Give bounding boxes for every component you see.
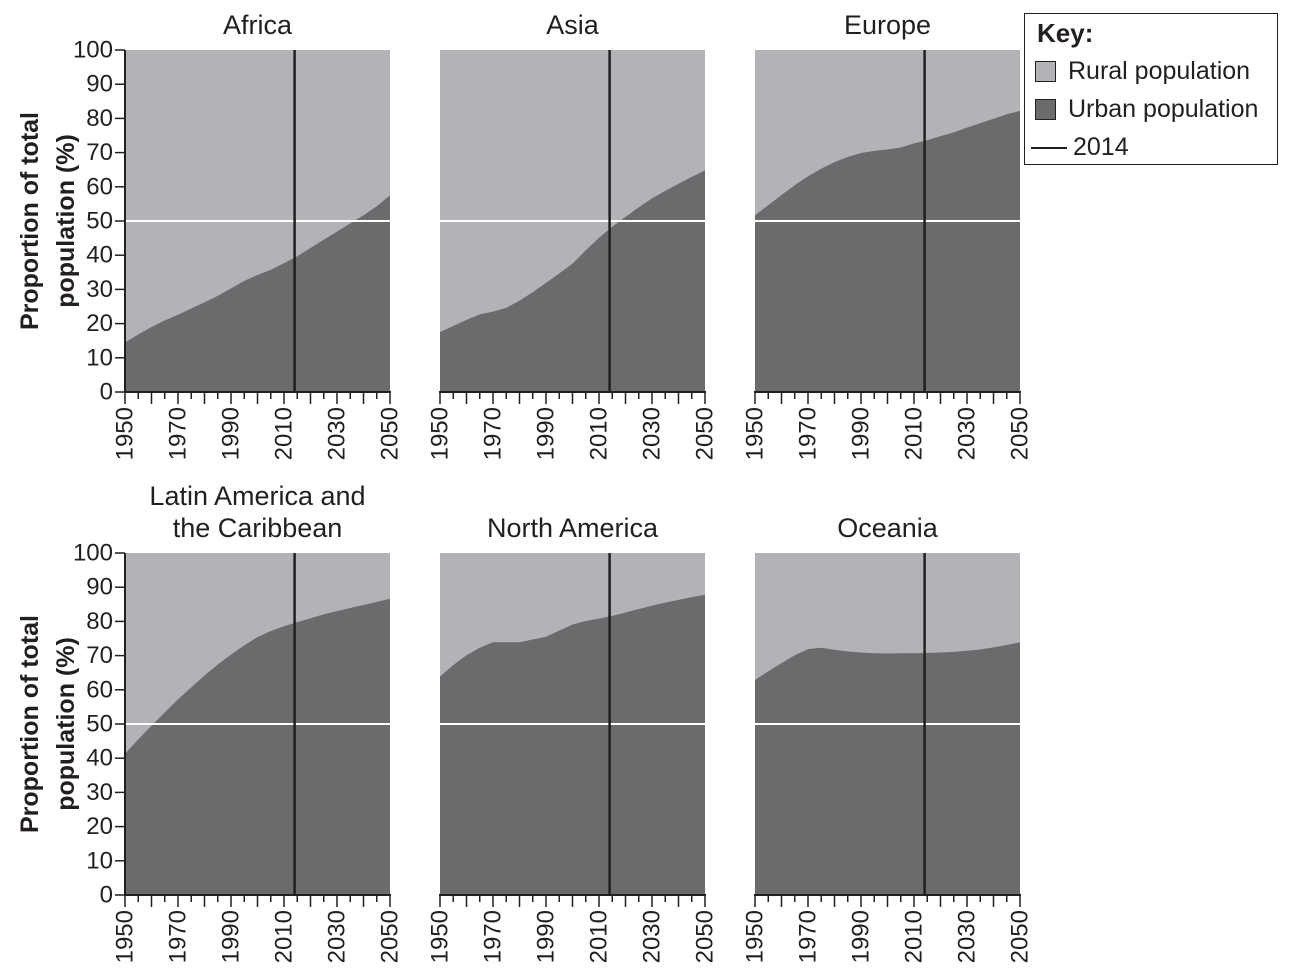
chart-panel: 1950 1970 1990 2010 2030 2050 North America (427, 513, 719, 963)
y-tick-label: 70 (86, 642, 113, 669)
chart-panel: 1950 1970 1990 2010 2030 20500102030405060708… (16, 10, 404, 460)
chart-panel: 1950 1970 1990 2010 2030 2050 Oceania (742, 513, 1034, 963)
y-axis-label: Proportion of total (16, 112, 44, 330)
legend-label-rural: Rural population (1068, 57, 1251, 85)
x-tick-label: 2030 (324, 910, 351, 963)
x-tick-label: 2010 (586, 910, 613, 963)
x-tick-label: 1990 (218, 910, 245, 963)
x-tick-label: 2030 (639, 910, 666, 963)
urban-area (125, 598, 390, 895)
x-tick-label: 2050 (377, 910, 404, 963)
x-tick-label: 2050 (692, 407, 719, 460)
y-tick-label: 80 (86, 105, 113, 132)
x-tick-label: 1950 (427, 910, 454, 963)
urban-area (755, 110, 1020, 392)
rural-swatch (1035, 61, 1056, 82)
chart-panel: 1950 1970 1990 2010 2030 2050 Europe (742, 10, 1034, 460)
x-tick-label: 1970 (480, 407, 507, 460)
y-tick-label: 100 (73, 540, 113, 567)
x-tick-label: 1970 (480, 910, 507, 963)
x-tick-label: 1970 (165, 910, 192, 963)
x-tick-label: 2010 (901, 910, 928, 963)
y-tick-label: 70 (86, 139, 113, 166)
y-tick-label: 20 (86, 310, 113, 337)
y-tick-label: 60 (86, 676, 113, 703)
y-tick-label: 50 (86, 208, 113, 235)
urban-area (440, 594, 705, 895)
x-tick-label: 2050 (692, 910, 719, 963)
legend-title: Key: (1037, 18, 1094, 48)
y-tick-label: 50 (86, 711, 113, 738)
panel-title: the Caribbean (173, 513, 343, 543)
legend: Key: Rural population Urban population 2… (1024, 13, 1278, 165)
y-tick-label: 100 (73, 37, 113, 64)
y-tick-label: 30 (86, 779, 113, 806)
y-tick-label: 40 (86, 242, 113, 269)
x-tick-label: 2010 (271, 910, 298, 963)
x-tick-label: 1990 (533, 407, 560, 460)
line-2014-swatch (1031, 146, 1067, 149)
x-tick-label: 2010 (271, 407, 298, 460)
x-tick-label: 2030 (324, 407, 351, 460)
x-tick-label: 1970 (795, 910, 822, 963)
y-tick-label: 0 (100, 882, 113, 909)
chart-panel: 1950 1970 1990 2010 2030 2050 Asia (427, 10, 719, 460)
legend-item-rural: Rural population (1035, 57, 1250, 86)
y-tick-label: 20 (86, 813, 113, 840)
legend-item-2014: 2014 (1031, 133, 1129, 162)
y-axis-label: population (%) (52, 134, 80, 308)
x-tick-label: 1970 (795, 407, 822, 460)
x-tick-label: 1950 (427, 407, 454, 460)
y-tick-label: 60 (86, 173, 113, 200)
urban-area (125, 195, 390, 392)
x-tick-label: 1970 (165, 407, 192, 460)
urban-swatch (1035, 99, 1056, 120)
panel-title: Europe (844, 10, 931, 40)
y-tick-label: 0 (100, 379, 113, 406)
chart-panel: 1950 1970 1990 2010 2030 20500102030405060708… (16, 481, 404, 963)
y-tick-label: 80 (86, 608, 113, 635)
y-tick-label: 30 (86, 276, 113, 303)
urban-area (440, 170, 705, 392)
panel-title: North America (487, 513, 659, 543)
x-tick-label: 1950 (742, 407, 769, 460)
x-tick-label: 1990 (533, 910, 560, 963)
legend-label-urban: Urban population (1068, 95, 1259, 123)
x-tick-label: 2050 (1007, 910, 1034, 963)
panel-title: Oceania (837, 513, 939, 543)
y-axis-label: Proportion of total (16, 615, 44, 833)
panel-title: Asia (546, 10, 600, 40)
y-tick-label: 90 (86, 71, 113, 98)
legend-item-urban: Urban population (1035, 95, 1258, 124)
x-tick-label: 2050 (1007, 407, 1034, 460)
panel-title: Latin America and (149, 481, 365, 511)
x-tick-label: 2050 (377, 407, 404, 460)
y-axis-label: population (%) (52, 637, 80, 811)
x-tick-label: 1990 (848, 910, 875, 963)
y-tick-label: 90 (86, 574, 113, 601)
panel-title: Africa (223, 10, 293, 40)
y-tick-label: 10 (86, 847, 113, 874)
x-tick-label: 1950 (112, 407, 139, 460)
x-tick-label: 1990 (848, 407, 875, 460)
x-tick-label: 2030 (639, 407, 666, 460)
urban-area (755, 642, 1020, 895)
y-tick-label: 10 (86, 344, 113, 371)
x-tick-label: 2010 (586, 407, 613, 460)
x-tick-label: 1950 (112, 910, 139, 963)
y-tick-label: 40 (86, 745, 113, 772)
legend-label-2014: 2014 (1073, 133, 1129, 161)
x-tick-label: 1990 (218, 407, 245, 460)
x-tick-label: 2030 (954, 910, 981, 963)
x-tick-label: 2010 (901, 407, 928, 460)
x-tick-label: 1950 (742, 910, 769, 963)
x-tick-label: 2030 (954, 407, 981, 460)
